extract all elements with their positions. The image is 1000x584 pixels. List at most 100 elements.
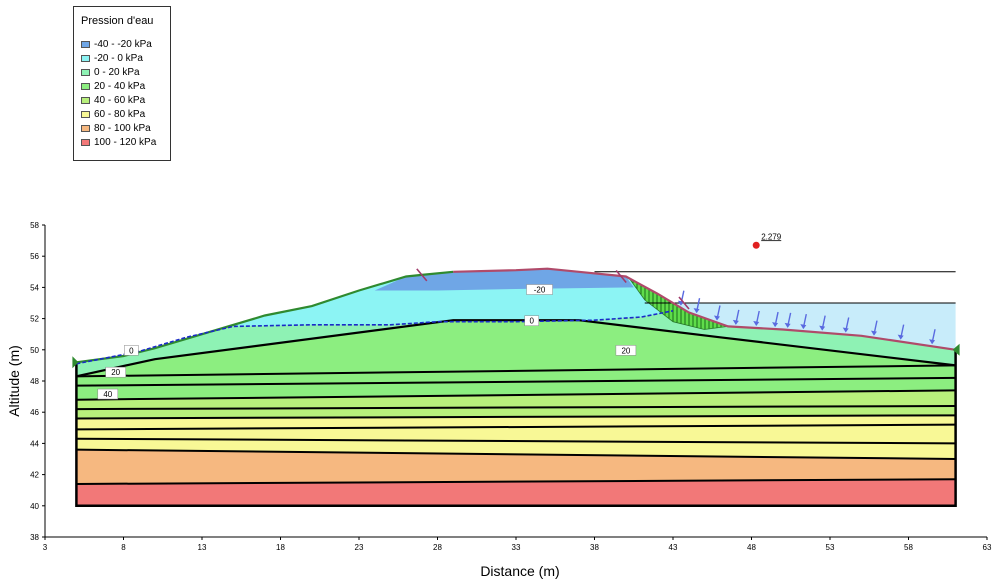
pressure-band (76, 424, 956, 444)
model-boundary (75, 349, 957, 508)
legend-label: -20 - 0 kPa (94, 52, 143, 64)
layer-boundary (76, 414, 956, 420)
safety-factor-label: 2.279 (761, 232, 782, 241)
contour-label-box (524, 315, 539, 326)
layer-boundary (76, 437, 956, 445)
contour-label: 20 (111, 368, 120, 377)
y-tick-label: 44 (30, 439, 39, 448)
layer-boundary (76, 389, 956, 401)
y-tick-label: 54 (30, 283, 39, 292)
y-tick-label: 46 (30, 408, 39, 417)
layer-boundary (76, 448, 956, 460)
slip-end-marker (615, 269, 627, 283)
legend-item: 20 - 40 kPa (81, 80, 145, 92)
pressure-zone-20-40 (76, 320, 956, 377)
piezometric-line (76, 310, 674, 365)
water-pressure-arrowhead (713, 315, 720, 321)
layer-boundary (76, 404, 956, 411)
legend-item: 80 - 100 kPa (81, 122, 151, 134)
legend-swatch (81, 68, 90, 76)
y-axis-title: Altitude (m) (6, 345, 22, 417)
layer-boundary (76, 423, 956, 431)
x-tick-label: 18 (276, 543, 285, 552)
y-tick-label: 52 (30, 315, 39, 324)
legend-item: -40 - -20 kPa (81, 38, 152, 50)
contour-label: 0 (529, 317, 534, 326)
layer-boundary (76, 478, 956, 485)
pore-pressure-fill (76, 268, 956, 506)
legend-item: 0 - 20 kPa (81, 66, 140, 78)
y-tick-label: 48 (30, 377, 39, 386)
axes: 3 8 13 18 23 28 33 38 43 48 53 58 633840424446485052… (30, 221, 992, 552)
core-boundary (76, 319, 956, 378)
y-tick-label: 50 (30, 346, 39, 355)
legend-label: -40 - -20 kPa (94, 38, 152, 50)
contour-label: 0 (129, 346, 134, 355)
pressure-band (76, 390, 956, 410)
legend-label: 100 - 120 kPa (94, 136, 157, 148)
x-tick-label: 23 (355, 543, 364, 552)
legend-swatch (81, 124, 90, 132)
x-tick-label: 63 (983, 543, 992, 552)
layer-boundary (76, 364, 956, 378)
y-tick-label: 40 (30, 502, 39, 511)
legend-item: 60 - 80 kPa (81, 108, 145, 120)
water-pressure-arrowhead (772, 322, 779, 328)
water-pressure-arrowhead (732, 319, 739, 325)
water-pressure-arrowhead (784, 322, 791, 328)
water-pressure-arrowhead (842, 327, 849, 333)
legend-label: 40 - 60 kPa (94, 94, 146, 106)
x-tick-label: 13 (198, 543, 207, 552)
legend-swatch (81, 54, 90, 62)
legend-swatch (81, 138, 90, 146)
pressure-band (76, 438, 956, 459)
layer-boundary (76, 376, 956, 387)
slip-end-marker (678, 296, 690, 310)
contour-label: 20 (621, 346, 630, 355)
x-tick-label: 53 (826, 543, 835, 552)
pressure-band (76, 449, 956, 484)
slip-circle-center (752, 241, 760, 249)
y-tick-label: 58 (30, 221, 39, 230)
water-pressure-arrowhead (897, 334, 904, 340)
legend-item: 100 - 120 kPa (81, 136, 156, 148)
x-tick-label: 3 (43, 543, 48, 552)
water-pressure-arrowhead (929, 339, 936, 345)
contour-label: 40 (103, 390, 112, 399)
y-tick-label: 56 (30, 252, 39, 261)
x-tick-label: 8 (121, 543, 126, 552)
boundary-marker-left (72, 356, 79, 369)
water-pressure-arrowhead (870, 330, 877, 336)
legend-swatch (81, 82, 90, 90)
water-pressure-arrowhead (693, 308, 700, 314)
x-tick-label: 58 (904, 543, 913, 552)
water-pressure-arrowhead (800, 324, 807, 330)
legend-label: 80 - 100 kPa (94, 122, 151, 134)
legend-swatch (81, 96, 90, 104)
slip-end-marker (416, 268, 428, 282)
ground-surface-downstream (453, 267, 956, 351)
y-tick-label: 42 (30, 471, 39, 480)
legend-item: -20 - 0 kPa (81, 52, 143, 64)
pressure-band (76, 479, 956, 506)
contour-label-box (526, 284, 553, 295)
x-tick-label: 33 (512, 543, 521, 552)
legend: Pression d'eau -40 - -20 kPa -20 - 0 kPa… (73, 6, 171, 161)
pressure-band (76, 365, 956, 386)
x-tick-label: 48 (747, 543, 756, 552)
x-tick-label: 28 (433, 543, 442, 552)
water-pressure-arrowhead (819, 325, 826, 331)
legend-swatch (81, 110, 90, 118)
legend-item: 40 - 60 kPa (81, 94, 145, 106)
contour-label-box (97, 388, 119, 400)
legend-label: 20 - 40 kPa (94, 80, 146, 92)
contour-label-box (615, 345, 637, 356)
pressure-band (76, 377, 956, 400)
stratigraphy-lines (75, 267, 957, 508)
legend-label: 0 - 20 kPa (94, 66, 140, 78)
contour-label-box (124, 345, 139, 356)
legend-title: Pression d'eau (81, 15, 154, 27)
legend-label: 60 - 80 kPa (94, 108, 146, 120)
chart-markers: -20 0 0 20 20 40 2.279 (72, 232, 960, 400)
